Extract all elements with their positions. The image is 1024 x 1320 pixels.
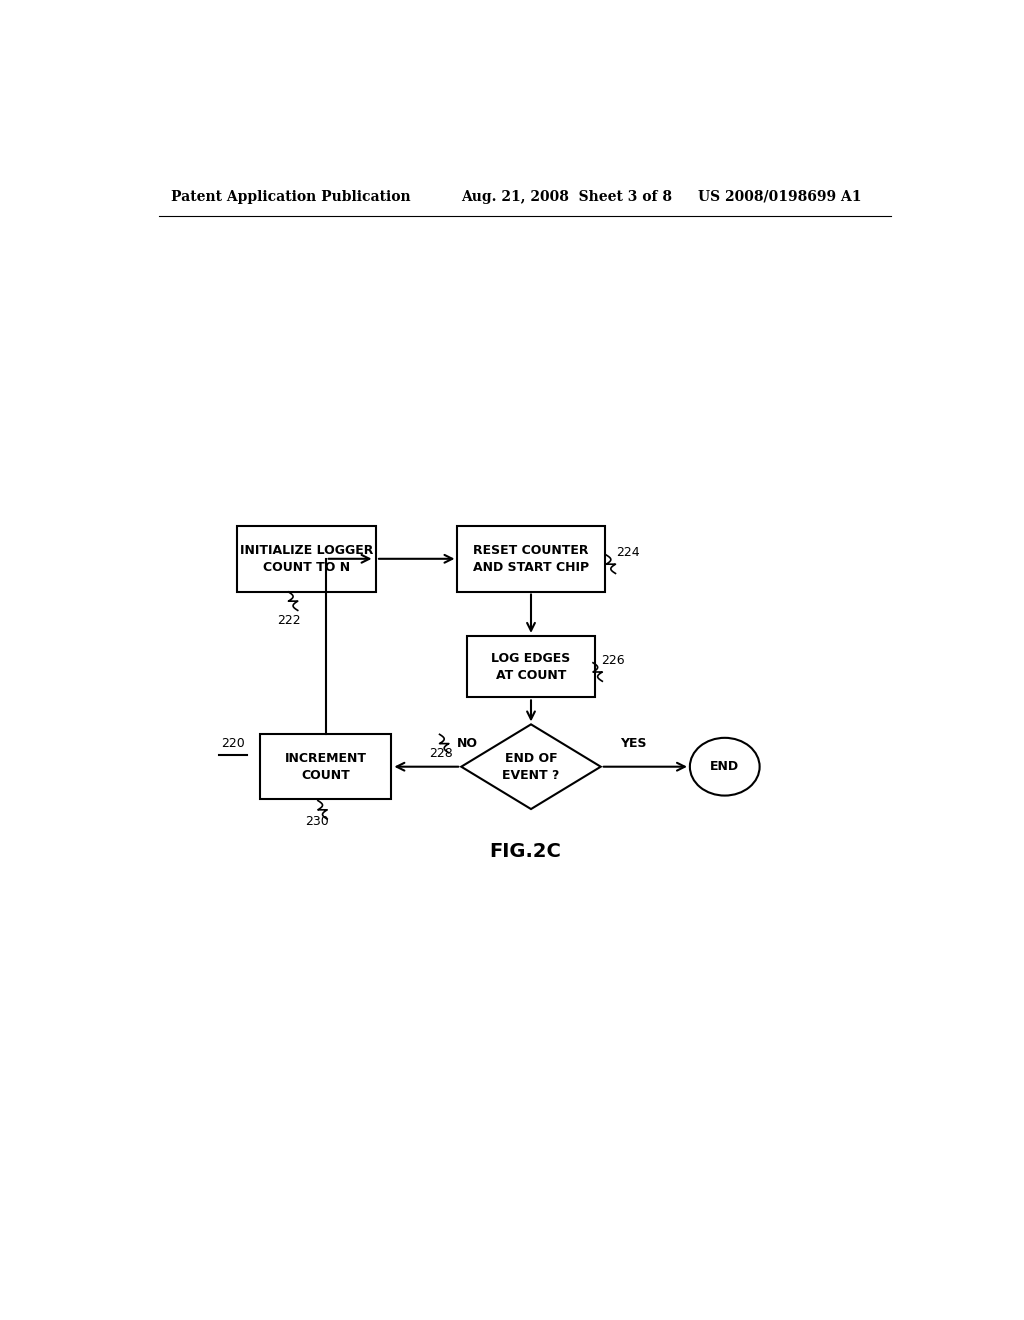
Text: INCREMENT
COUNT: INCREMENT COUNT: [285, 751, 367, 781]
Text: END OF
EVENT ?: END OF EVENT ?: [503, 751, 560, 781]
Text: Patent Application Publication: Patent Application Publication: [171, 190, 411, 203]
Text: 230: 230: [305, 816, 329, 828]
Text: LOG EDGES
AT COUNT: LOG EDGES AT COUNT: [492, 652, 570, 681]
FancyBboxPatch shape: [458, 527, 604, 591]
Text: NO: NO: [457, 737, 478, 750]
Text: 224: 224: [616, 546, 640, 560]
Polygon shape: [461, 725, 601, 809]
FancyBboxPatch shape: [467, 636, 595, 697]
Text: 222: 222: [276, 614, 300, 627]
Text: END: END: [711, 760, 739, 774]
FancyBboxPatch shape: [237, 527, 376, 591]
Text: RESET COUNTER
AND START CHIP: RESET COUNTER AND START CHIP: [473, 544, 589, 574]
Ellipse shape: [690, 738, 760, 796]
Text: 228: 228: [429, 747, 453, 760]
Text: Aug. 21, 2008  Sheet 3 of 8: Aug. 21, 2008 Sheet 3 of 8: [461, 190, 672, 203]
Text: 220: 220: [221, 737, 245, 750]
Text: 226: 226: [601, 653, 625, 667]
Text: YES: YES: [621, 737, 646, 750]
Text: US 2008/0198699 A1: US 2008/0198699 A1: [697, 190, 861, 203]
Text: FIG.2C: FIG.2C: [488, 842, 561, 861]
Text: INITIALIZE LOGGER
COUNT TO N: INITIALIZE LOGGER COUNT TO N: [240, 544, 373, 574]
FancyBboxPatch shape: [260, 734, 391, 800]
